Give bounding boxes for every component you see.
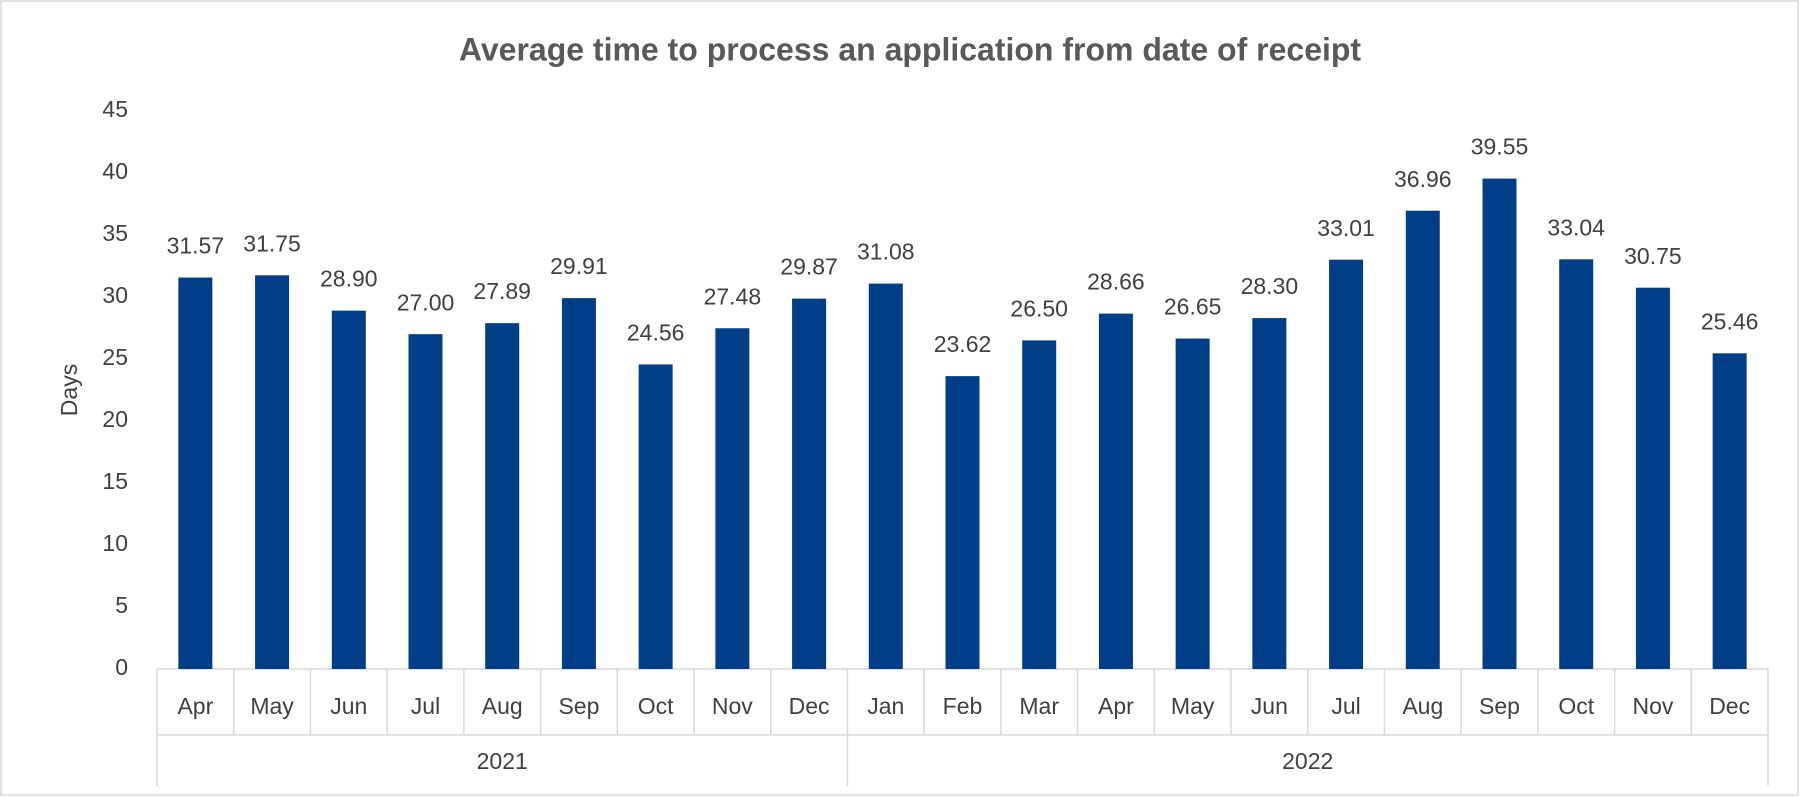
bar xyxy=(945,376,980,669)
y-tick-label: 45 xyxy=(102,96,128,122)
data-label: 26.65 xyxy=(1164,294,1222,320)
x-tick-label: Jun xyxy=(330,693,367,719)
x-tick-label: Aug xyxy=(482,693,523,719)
data-label: 33.01 xyxy=(1317,215,1375,241)
bar xyxy=(485,323,520,669)
x-tick-label: Sep xyxy=(558,693,599,719)
x-tick-label: Oct xyxy=(638,693,674,719)
data-label: 28.30 xyxy=(1241,273,1299,299)
x-tick-label: Oct xyxy=(1558,693,1594,719)
y-tick-label: 5 xyxy=(115,592,128,618)
bar xyxy=(1712,353,1747,669)
data-label: 25.46 xyxy=(1701,308,1759,334)
data-label: 29.91 xyxy=(550,253,608,279)
x-tick-label: Jan xyxy=(867,693,904,719)
data-label: 33.04 xyxy=(1547,214,1605,240)
data-label: 28.66 xyxy=(1087,269,1145,295)
bar xyxy=(255,275,290,669)
data-label: 31.57 xyxy=(167,233,225,259)
group-label: 2021 xyxy=(477,748,528,774)
data-label: 39.55 xyxy=(1471,134,1529,160)
y-axis-label: Days xyxy=(56,364,82,416)
x-tick-label: Nov xyxy=(1632,693,1673,719)
data-label: 30.75 xyxy=(1624,243,1682,269)
x-tick-label: Jun xyxy=(1251,693,1288,719)
bar xyxy=(1329,259,1364,669)
bar xyxy=(408,334,443,669)
x-tick-label: Sep xyxy=(1479,693,1520,719)
y-tick-label: 15 xyxy=(102,468,128,494)
x-tick-label: Dec xyxy=(789,693,830,719)
bar xyxy=(1405,210,1440,670)
data-label: 29.87 xyxy=(780,254,838,280)
bar xyxy=(1175,338,1210,669)
x-tick-label: Jul xyxy=(1331,693,1360,719)
data-label: 27.48 xyxy=(704,283,762,309)
bar xyxy=(561,298,596,669)
y-tick-label: 10 xyxy=(102,530,128,556)
x-tick-label: May xyxy=(250,693,294,719)
data-label: 27.00 xyxy=(397,289,455,315)
bar xyxy=(638,364,673,669)
data-label: 31.75 xyxy=(243,230,301,256)
data-label: 26.50 xyxy=(1010,295,1068,321)
y-tick-label: 0 xyxy=(115,654,128,680)
bar xyxy=(1635,287,1670,669)
y-tick-label: 35 xyxy=(102,220,128,246)
bar xyxy=(1252,318,1287,669)
bar xyxy=(792,298,827,669)
x-tick-label: Dec xyxy=(1709,693,1750,719)
bar xyxy=(178,277,213,669)
bar xyxy=(1022,340,1057,669)
data-label: 36.96 xyxy=(1394,166,1452,192)
data-label: 23.62 xyxy=(934,331,992,357)
bar xyxy=(1098,313,1133,669)
data-label: 27.89 xyxy=(473,278,531,304)
x-tick-label: Nov xyxy=(712,693,753,719)
bar xyxy=(1559,259,1594,669)
x-tick-label: Apr xyxy=(177,693,213,719)
y-tick-label: 25 xyxy=(102,344,128,370)
x-tick-label: May xyxy=(1171,693,1215,719)
bar xyxy=(868,283,903,669)
x-tick-label: Mar xyxy=(1019,693,1059,719)
bar xyxy=(1482,178,1517,669)
data-label: 31.08 xyxy=(857,239,915,265)
bar xyxy=(715,328,750,669)
data-label: 28.90 xyxy=(320,266,378,292)
x-tick-label: Jul xyxy=(411,693,440,719)
x-tick-label: Aug xyxy=(1402,693,1443,719)
y-tick-label: 20 xyxy=(102,406,128,432)
bar xyxy=(331,310,366,669)
x-tick-label: Apr xyxy=(1098,693,1134,719)
y-tick-label: 40 xyxy=(102,158,128,184)
group-label: 2022 xyxy=(1282,748,1333,774)
x-tick-label: Feb xyxy=(943,693,983,719)
data-label: 24.56 xyxy=(627,320,685,346)
y-tick-label: 30 xyxy=(102,282,128,308)
chart-title: Average time to process an application f… xyxy=(459,31,1362,67)
